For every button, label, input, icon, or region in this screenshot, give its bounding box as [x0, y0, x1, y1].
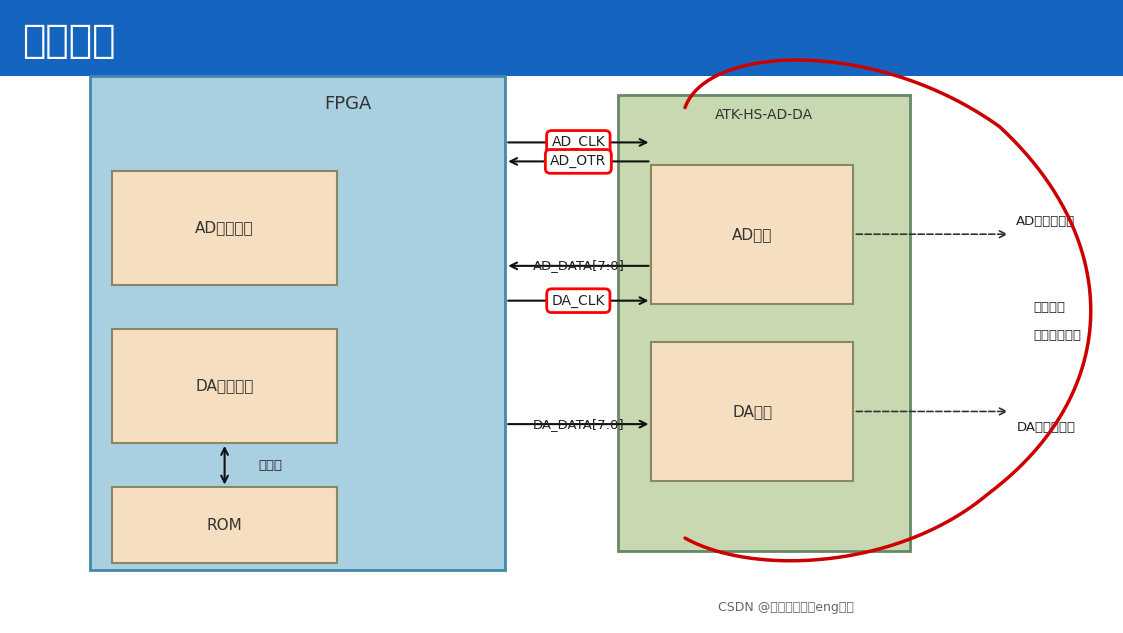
- Text: FPGA: FPGA: [323, 95, 371, 113]
- Text: AD_DATA[7:0]: AD_DATA[7:0]: [532, 260, 624, 272]
- FancyBboxPatch shape: [618, 95, 910, 551]
- Text: ATK-HS-AD-DA: ATK-HS-AD-DA: [714, 108, 813, 122]
- Text: DA_CLK: DA_CLK: [551, 294, 605, 308]
- Text: DA模拟输出端: DA模拟输出端: [1016, 421, 1076, 434]
- Text: AD芯片: AD芯片: [732, 227, 773, 242]
- Text: 读数据: 读数据: [258, 459, 282, 472]
- FancyBboxPatch shape: [112, 487, 337, 563]
- Text: 程序设计: 程序设计: [22, 22, 116, 60]
- Text: （如杜邦线）: （如杜邦线）: [1033, 329, 1081, 342]
- FancyBboxPatch shape: [112, 171, 337, 285]
- Text: 导线连接: 导线连接: [1033, 301, 1065, 313]
- FancyBboxPatch shape: [651, 165, 853, 304]
- Text: AD_CLK: AD_CLK: [551, 135, 605, 149]
- Text: DA数据发送: DA数据发送: [195, 379, 254, 394]
- Text: CSDN @致亲爱的开心eng小电: CSDN @致亲爱的开心eng小电: [719, 601, 853, 614]
- Text: AD_OTR: AD_OTR: [550, 154, 606, 168]
- FancyBboxPatch shape: [651, 342, 853, 481]
- Text: DA芯片: DA芯片: [732, 404, 773, 419]
- Text: AD模拟输入端: AD模拟输入端: [1016, 215, 1076, 228]
- FancyBboxPatch shape: [0, 0, 1123, 76]
- Text: AD数据接收: AD数据接收: [195, 220, 254, 235]
- FancyBboxPatch shape: [112, 329, 337, 443]
- Text: DA_DATA[7:0]: DA_DATA[7:0]: [532, 418, 624, 430]
- Text: ROM: ROM: [207, 518, 243, 533]
- FancyBboxPatch shape: [90, 76, 505, 570]
